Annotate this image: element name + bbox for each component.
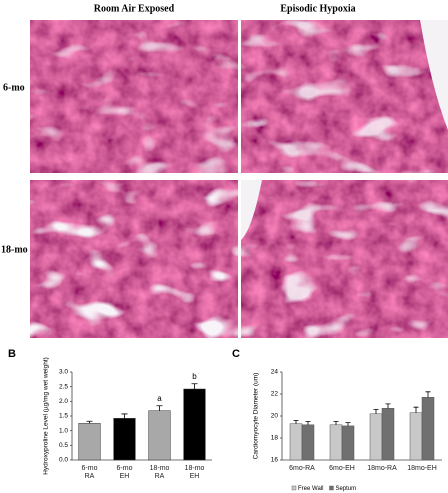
legend-swatch (291, 485, 297, 491)
y-tick-label: 24 (271, 369, 279, 376)
bar (369, 413, 383, 461)
histology-voids (30, 180, 238, 338)
bar (301, 424, 315, 461)
bar (289, 423, 303, 461)
y-tick-label: 0.0 (59, 457, 68, 464)
bar (113, 418, 136, 461)
y-tick-label: 16 (271, 457, 279, 464)
y-tick-label: 3.0 (59, 369, 68, 376)
column-header: Room Air Exposed (94, 3, 175, 14)
y-tick-label: 1.0 (59, 427, 68, 434)
x-tick-label: 18mo-EH (407, 465, 437, 472)
error-bar (413, 406, 419, 413)
error-bar (121, 413, 128, 419)
x-tick-label: 18-mo RA (149, 465, 170, 480)
y-tick-label: 2.0 (59, 398, 68, 405)
bar (148, 410, 171, 461)
significance-label: a (157, 394, 162, 403)
error-bar (86, 420, 93, 424)
error-bar (385, 403, 391, 409)
x-tick-label: 6-mo EH (116, 465, 133, 480)
y-tick-label: 18 (271, 435, 279, 442)
x-tick-label: 6-mo RA (81, 465, 98, 480)
y-tick-label: 2.5 (59, 383, 68, 390)
panel-letter: C (232, 348, 240, 360)
histology-voids (241, 180, 448, 338)
bar (409, 412, 423, 461)
tissue-edge (420, 20, 448, 130)
error-bar (305, 421, 311, 425)
x-tick-label: 18mo-RA (367, 465, 397, 472)
error-bar (293, 420, 299, 424)
tissue-edge (241, 180, 262, 240)
bar (341, 425, 355, 461)
row-label: 6-mo (3, 82, 25, 93)
x-tick-label: 6mo-EH (329, 465, 355, 472)
bar (421, 397, 435, 461)
histology-images (30, 20, 448, 338)
bar (329, 424, 343, 461)
histology-voids (30, 20, 238, 173)
error-bar (373, 409, 379, 414)
row-label: 18-mo (1, 244, 28, 255)
y-tick-label: 1.5 (59, 413, 68, 420)
bar (78, 423, 101, 461)
y-tick-label: 20 (271, 413, 279, 420)
x-tick-label: 18-mo EH (184, 465, 205, 480)
error-bar (156, 405, 163, 411)
y-tick-label: 22 (271, 391, 279, 398)
legend-label: Free Wall (298, 486, 323, 492)
legend-label: Septum (335, 486, 356, 492)
legend-swatch (329, 485, 334, 491)
y-axis-title: Hydroxyproline Level (µg/mg wet weight) (43, 357, 50, 475)
significance-label: b (192, 372, 197, 381)
x-tick-label: 6mo-RA (289, 465, 315, 472)
histology-voids (241, 20, 448, 173)
y-axis-title: Cardiomyocyte Diameter (um) (253, 373, 260, 460)
panel-letter: B (8, 348, 16, 360)
column-header: Episodic Hypoxia (280, 3, 355, 14)
bar (381, 408, 395, 461)
error-bar (345, 422, 351, 426)
error-bar (425, 391, 431, 398)
bar (183, 388, 206, 461)
error-bar (191, 383, 198, 390)
y-tick-label: 0.5 (59, 442, 68, 449)
error-bar (333, 421, 339, 425)
